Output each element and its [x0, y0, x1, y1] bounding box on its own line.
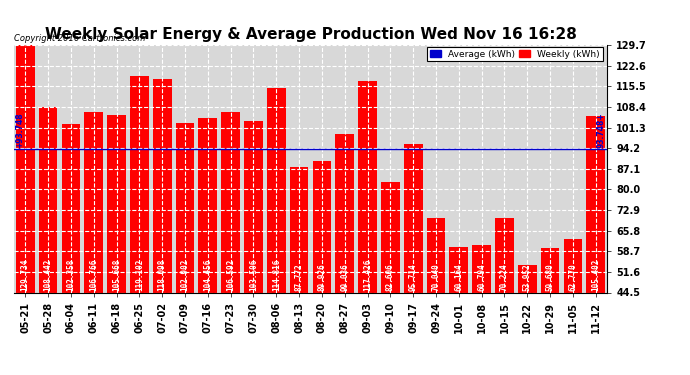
Text: 104.456: 104.456	[204, 259, 213, 291]
Text: 62.770: 62.770	[569, 263, 578, 291]
Text: 87.772: 87.772	[295, 263, 304, 291]
Text: 106.766: 106.766	[89, 259, 98, 291]
Bar	[564, 239, 582, 292]
Bar	[381, 182, 400, 292]
Text: 93.748+: 93.748+	[597, 112, 606, 148]
Bar	[541, 248, 560, 292]
Text: 114.816: 114.816	[272, 259, 281, 291]
Text: 119.102: 119.102	[135, 259, 144, 291]
Text: 102.902: 102.902	[181, 259, 190, 291]
Bar	[61, 124, 80, 292]
Bar	[426, 218, 445, 292]
Text: 95.714: 95.714	[408, 263, 417, 291]
Text: 99.036: 99.036	[340, 263, 349, 291]
Bar	[335, 134, 354, 292]
Text: 117.426: 117.426	[363, 259, 372, 291]
Bar	[267, 88, 286, 292]
Legend: Average (kWh), Weekly (kWh): Average (kWh), Weekly (kWh)	[427, 47, 602, 62]
Text: 53.952: 53.952	[523, 263, 532, 291]
Bar	[16, 45, 34, 292]
Text: 70.040: 70.040	[431, 263, 440, 291]
Text: 82.606: 82.606	[386, 263, 395, 291]
Bar	[313, 160, 331, 292]
Bar	[358, 81, 377, 292]
Bar	[176, 123, 195, 292]
Text: 60.164: 60.164	[454, 263, 464, 291]
Text: 106.592: 106.592	[226, 259, 235, 291]
Bar	[404, 144, 422, 292]
Text: 89.926: 89.926	[317, 263, 326, 291]
Text: 105.402: 105.402	[591, 259, 600, 291]
Text: 129.734: 129.734	[21, 259, 30, 291]
Text: 105.668: 105.668	[112, 259, 121, 291]
Bar	[449, 247, 469, 292]
Text: +93.748: +93.748	[15, 112, 24, 148]
Bar	[586, 116, 605, 292]
Text: 118.098: 118.098	[157, 259, 167, 291]
Text: 102.358: 102.358	[66, 259, 75, 291]
Bar	[130, 76, 148, 292]
Text: 103.506: 103.506	[249, 259, 258, 291]
Text: 60.794: 60.794	[477, 263, 486, 291]
Bar	[84, 112, 103, 292]
Bar	[290, 167, 308, 292]
Bar	[107, 115, 126, 292]
Text: 108.442: 108.442	[43, 259, 52, 291]
Bar	[39, 107, 57, 292]
Text: Copyright 2016 Cartronics.com: Copyright 2016 Cartronics.com	[14, 33, 145, 42]
Bar	[473, 245, 491, 292]
Bar	[152, 79, 172, 292]
Bar	[495, 218, 514, 292]
Bar	[244, 121, 263, 292]
Bar	[199, 118, 217, 292]
Text: 59.680: 59.680	[546, 263, 555, 291]
Text: 70.224: 70.224	[500, 263, 509, 291]
Title: Weekly Solar Energy & Average Production Wed Nov 16 16:28: Weekly Solar Energy & Average Production…	[45, 27, 576, 42]
Bar	[221, 112, 240, 292]
Bar	[518, 265, 537, 292]
